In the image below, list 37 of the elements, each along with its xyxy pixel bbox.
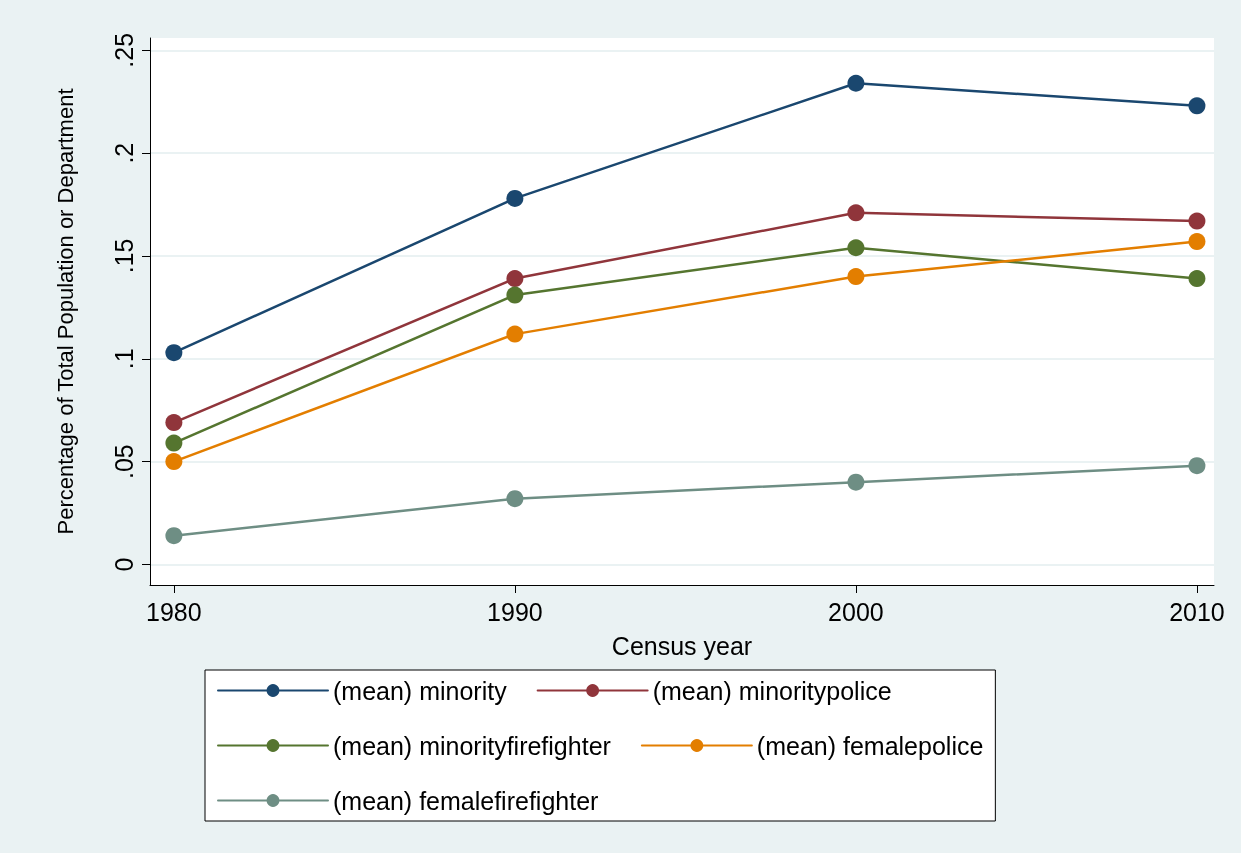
point [165, 453, 183, 471]
point [165, 344, 183, 362]
point [1188, 457, 1206, 475]
y-tick-label: 0 [109, 557, 138, 572]
x-tick-label: 1980 [146, 597, 202, 626]
point [1188, 97, 1206, 115]
legend-label: (mean) minorityfirefighter [333, 731, 611, 760]
point [506, 189, 524, 207]
y-axis-title: Percentage of Total Population or Department [52, 88, 78, 535]
point [165, 414, 183, 432]
point [847, 239, 865, 257]
x-tick-label: 1990 [487, 597, 543, 626]
point [847, 268, 865, 286]
legend-label: (mean) minority [333, 676, 508, 705]
y-tick-label: .05 [109, 444, 138, 479]
legend-label: (mean) femalepolice [756, 731, 984, 760]
point [165, 527, 183, 545]
point [1188, 270, 1206, 288]
point [1188, 212, 1206, 230]
point [506, 490, 524, 508]
point [506, 325, 524, 343]
point [506, 286, 524, 304]
y-tick-label: .25 [109, 32, 138, 68]
x-axis-title: Census year [611, 631, 753, 660]
point [847, 74, 865, 92]
y-tick-label: .2 [109, 142, 138, 164]
legend-label: (mean) femalefirefighter [333, 786, 599, 815]
point [847, 204, 865, 222]
legend-label: (mean) minoritypolice [652, 676, 892, 705]
point [1188, 233, 1206, 251]
x-tick-label: 2010 [1169, 597, 1225, 626]
x-tick-label: 2000 [828, 597, 884, 626]
y-tick-label: .15 [109, 238, 138, 274]
y-tick-label: .1 [109, 348, 138, 370]
point [847, 473, 865, 491]
point [506, 270, 524, 288]
point [165, 434, 183, 452]
